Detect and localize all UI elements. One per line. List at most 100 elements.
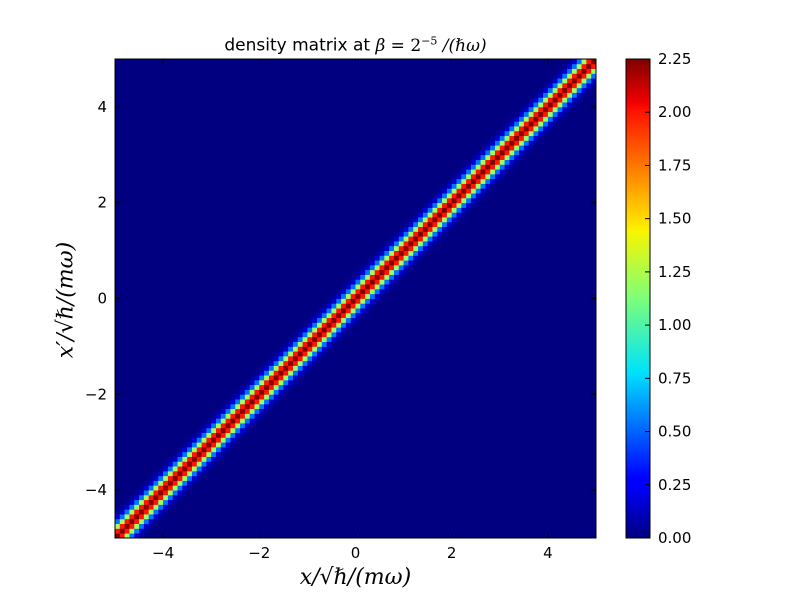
heatmap-cell (230, 423, 236, 429)
heatmap-cell (158, 480, 164, 486)
heatmap-cell (206, 437, 212, 443)
heatmap-cell (153, 514, 159, 520)
heatmap-cell (514, 159, 520, 165)
heatmap-cell (264, 370, 270, 376)
heatmap-cell (240, 389, 246, 395)
heatmap-cell (485, 188, 491, 194)
heatmap-cell (148, 518, 154, 525)
heatmap-cell (249, 389, 255, 395)
heatmap-cell (182, 485, 188, 491)
heatmap-cell (365, 264, 371, 271)
heatmap-cell (230, 403, 236, 410)
heatmap-cell (480, 145, 486, 151)
heatmap-cell (379, 264, 385, 271)
heatmap-cell (519, 116, 525, 122)
heatmap-cell (143, 504, 150, 510)
heatmap-cell (418, 231, 424, 237)
heatmap-cell (345, 288, 352, 295)
heatmap-cell (235, 432, 241, 438)
heatmap-cell (326, 332, 332, 338)
heatmap-cell (163, 509, 169, 515)
heatmap-cell (360, 284, 366, 290)
heatmap-cell (369, 298, 376, 304)
heatmap-cell (576, 87, 582, 93)
heatmap-cell (312, 322, 318, 328)
heatmap-cell (235, 408, 241, 414)
heatmap-cell (273, 394, 279, 400)
heatmap-cell (297, 355, 303, 362)
heatmap-cell (360, 312, 366, 319)
heatmap-cell (244, 408, 251, 414)
heatmap-cell (442, 212, 448, 218)
heatmap-cell (240, 399, 246, 405)
heatmap-cell (225, 418, 231, 424)
heatmap-cell (163, 490, 169, 496)
heatmap-cell (201, 466, 207, 472)
heatmap-cell (547, 97, 554, 103)
heatmap-cell (124, 523, 130, 529)
heatmap-cell (456, 207, 462, 213)
heatmap-cell (326, 336, 332, 343)
heatmap-cell (533, 116, 539, 122)
heatmap-cell (547, 121, 554, 127)
heatmap-cell (288, 370, 294, 376)
heatmap-cell (427, 212, 433, 218)
heatmap-cell (182, 475, 188, 481)
heatmap-cell (567, 82, 573, 89)
heatmap-cell (153, 480, 159, 486)
heatmap-cell (552, 82, 558, 89)
heatmap-cell (268, 384, 275, 390)
heatmap-cell (591, 59, 597, 65)
heatmap-cell (240, 403, 246, 410)
heatmap-cell (254, 403, 260, 410)
chart-title-math: β = 2−5 /(ℏω) (375, 34, 486, 56)
heatmap-cell (413, 236, 419, 242)
heatmap-cell (336, 298, 342, 304)
heatmap-cell (499, 159, 506, 165)
heatmap-cell (528, 145, 534, 151)
heatmap-cell (196, 466, 202, 472)
heatmap-cell (413, 260, 419, 266)
heatmap-cell (365, 274, 371, 280)
heatmap-cell (581, 92, 587, 98)
heatmap-cell (167, 499, 174, 505)
heatmap-cell (591, 73, 597, 79)
heatmap-cell (576, 97, 582, 103)
heatmap-cell (297, 351, 303, 357)
heatmap-cell (504, 159, 510, 165)
heatmap-cell (418, 236, 424, 242)
heatmap-cell (369, 303, 376, 309)
heatmap-cell (393, 250, 400, 256)
heatmap-cell (249, 384, 255, 390)
heatmap-cell (225, 437, 231, 443)
colorbar-tick-label: 1.75 (658, 156, 691, 174)
heatmap-cell (466, 188, 472, 194)
x-axis: −4 −2 0 2 4 (152, 59, 553, 562)
heatmap-cell (480, 193, 486, 199)
heatmap-cell (167, 494, 174, 501)
heatmap-cell (499, 135, 506, 141)
y-axis-label: x′/√ℏ/(mω) (53, 241, 79, 359)
heatmap-cell (586, 73, 592, 79)
heatmap-cell (307, 355, 313, 362)
heatmap-cell (331, 341, 337, 347)
heatmap-cell (220, 408, 227, 414)
heatmap-cell (302, 351, 308, 357)
heatmap-cell (187, 442, 193, 448)
heatmap-cell (374, 293, 380, 299)
heatmap-cell (302, 322, 308, 328)
y-tick-label: 2 (97, 194, 107, 212)
heatmap-cell (259, 370, 265, 376)
heatmap-cell (172, 456, 178, 462)
heatmap-cell (485, 159, 491, 165)
heatmap-cell (341, 312, 347, 319)
heatmap-cell (220, 403, 227, 410)
heatmap-cell (235, 403, 241, 410)
heatmap-cell (552, 116, 558, 122)
heatmap-cell (418, 245, 424, 251)
heatmap-cell (533, 92, 539, 98)
heatmap-cell (341, 332, 347, 338)
heatmap-cell (341, 298, 347, 304)
heatmap-cell (307, 360, 313, 366)
heatmap-cell (158, 514, 164, 520)
